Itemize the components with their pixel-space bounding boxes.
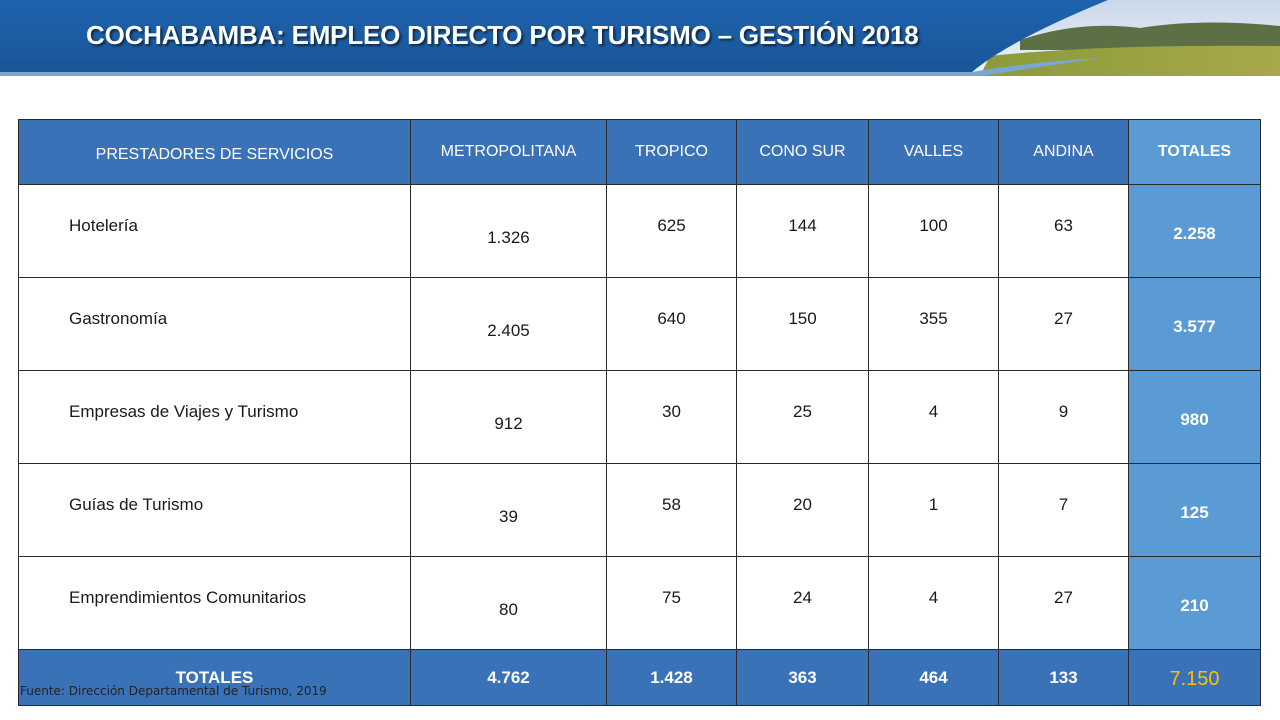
cell-andina: 7: [998, 463, 1129, 557]
cell-cono-sur: 25: [736, 370, 869, 464]
cell-metropolitana: 912: [410, 370, 607, 464]
total-andina: 133: [998, 649, 1129, 706]
landscape-hills: [1020, 22, 1280, 50]
row-label: Gastronomía: [18, 277, 411, 371]
cell-valles: 1: [868, 463, 999, 557]
header-accent-stripe: [0, 58, 1100, 76]
cell-tropico: 30: [606, 370, 737, 464]
cell-total: 210: [1128, 556, 1261, 650]
cell-metropolitana: 2.405: [410, 277, 607, 371]
employment-table-container: PRESTADORES DE SERVICIOS METROPOLITANA T…: [18, 119, 1261, 706]
cell-cono-sur: 150: [736, 277, 869, 371]
table-row: Gastronomía 2.405 640 150 355 27 3.577: [18, 277, 1261, 371]
total-metropolitana: 4.762: [410, 649, 607, 706]
total-tropico: 1.428: [606, 649, 737, 706]
table-row: Guías de Turismo 39 58 20 1 7 125: [18, 463, 1261, 557]
cell-andina: 27: [998, 556, 1129, 650]
cell-andina: 27: [998, 277, 1129, 371]
cell-metropolitana: 1.326: [410, 184, 607, 278]
cell-valles: 4: [868, 370, 999, 464]
column-header-cono-sur: CONO SUR: [736, 119, 869, 185]
cell-tropico: 75: [606, 556, 737, 650]
source-note: Fuente: Dirección Departamental de Turis…: [20, 684, 327, 698]
table-header-row: PRESTADORES DE SERVICIOS METROPOLITANA T…: [18, 119, 1261, 185]
cell-andina: 63: [998, 184, 1129, 278]
cell-cono-sur: 24: [736, 556, 869, 650]
cell-total: 980: [1128, 370, 1261, 464]
header-blue-band: [0, 0, 1108, 72]
total-valles: 464: [868, 649, 999, 706]
cell-tropico: 58: [606, 463, 737, 557]
cell-valles: 100: [868, 184, 999, 278]
table-row: Empresas de Viajes y Turismo 912 30 25 4…: [18, 370, 1261, 464]
row-label: Hotelería: [18, 184, 411, 278]
row-label: Empresas de Viajes y Turismo: [18, 370, 411, 464]
table-row: Emprendimientos Comunitarios 80 75 24 4 …: [18, 556, 1261, 650]
cell-total: 3.577: [1128, 277, 1261, 371]
column-header-totales: TOTALES: [1128, 119, 1261, 185]
table-row: Hotelería 1.326 625 144 100 63 2.258: [18, 184, 1261, 278]
cell-cono-sur: 20: [736, 463, 869, 557]
grand-total: 7.150: [1128, 649, 1261, 706]
total-cono-sur: 363: [736, 649, 869, 706]
cell-metropolitana: 80: [410, 556, 607, 650]
cell-total: 125: [1128, 463, 1261, 557]
cell-valles: 4: [868, 556, 999, 650]
cell-total: 2.258: [1128, 184, 1261, 278]
employment-table: PRESTADORES DE SERVICIOS METROPOLITANA T…: [18, 119, 1261, 706]
cell-andina: 9: [998, 370, 1129, 464]
cell-cono-sur: 144: [736, 184, 869, 278]
page-title: COCHABAMBA: EMPLEO DIRECTO POR TURISMO –…: [86, 20, 919, 50]
landscape-field: [980, 45, 1280, 76]
row-label: Guías de Turismo: [18, 463, 411, 557]
column-header-metropolitana: METROPOLITANA: [410, 119, 607, 185]
column-header-valles: VALLES: [868, 119, 999, 185]
cell-tropico: 640: [606, 277, 737, 371]
cell-tropico: 625: [606, 184, 737, 278]
totals-row: TOTALES 4.762 1.428 363 464 133 7.150: [18, 649, 1261, 706]
cell-valles: 355: [868, 277, 999, 371]
column-header-andina: ANDINA: [998, 119, 1129, 185]
column-header-tropico: TROPICO: [606, 119, 737, 185]
cell-metropolitana: 39: [410, 463, 607, 557]
row-label: Emprendimientos Comunitarios: [18, 556, 411, 650]
column-header-prestadores: PRESTADORES DE SERVICIOS: [18, 119, 411, 185]
header-background: [0, 0, 1280, 76]
header-banner: COCHABAMBA: EMPLEO DIRECTO POR TURISMO –…: [0, 0, 1280, 76]
